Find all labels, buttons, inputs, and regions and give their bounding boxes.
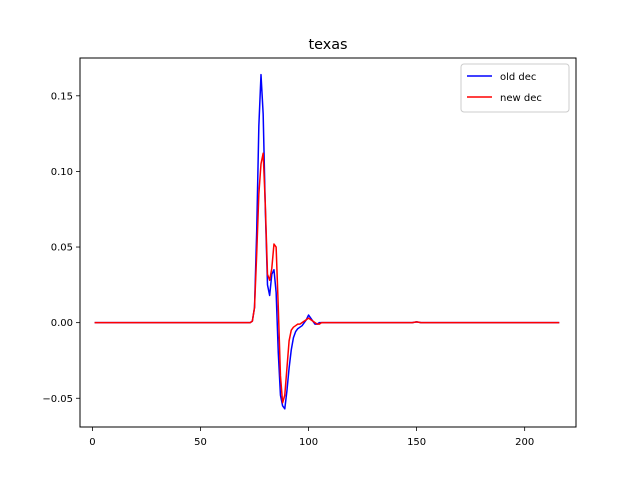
x-tick-label: 50 <box>194 437 207 448</box>
y-tick-label: 0.10 <box>51 167 73 178</box>
y-tick-label: −0.05 <box>42 394 73 405</box>
legend-label: old dec <box>500 72 536 83</box>
y-axis: −0.05 0.00 0.05 0.10 0.15 <box>42 91 80 405</box>
series-line-old-dec <box>94 73 560 410</box>
plot-lines <box>94 73 560 410</box>
x-tick-label: 150 <box>407 437 426 448</box>
x-axis: 0 50 100 150 200 <box>89 427 534 448</box>
series-line-new-dec <box>94 152 560 404</box>
legend-label: new dec <box>500 93 542 104</box>
axes-frame <box>79 57 577 428</box>
y-tick-label: 0.00 <box>51 318 73 329</box>
chart-title: texas <box>308 37 347 53</box>
legend: old dec new dec <box>460 63 570 113</box>
x-tick-label: 0 <box>89 437 95 448</box>
y-tick-label: 0.05 <box>51 243 73 254</box>
x-tick-label: 200 <box>515 437 534 448</box>
y-tick-label: 0.15 <box>51 91 73 102</box>
x-tick-label: 100 <box>299 437 318 448</box>
